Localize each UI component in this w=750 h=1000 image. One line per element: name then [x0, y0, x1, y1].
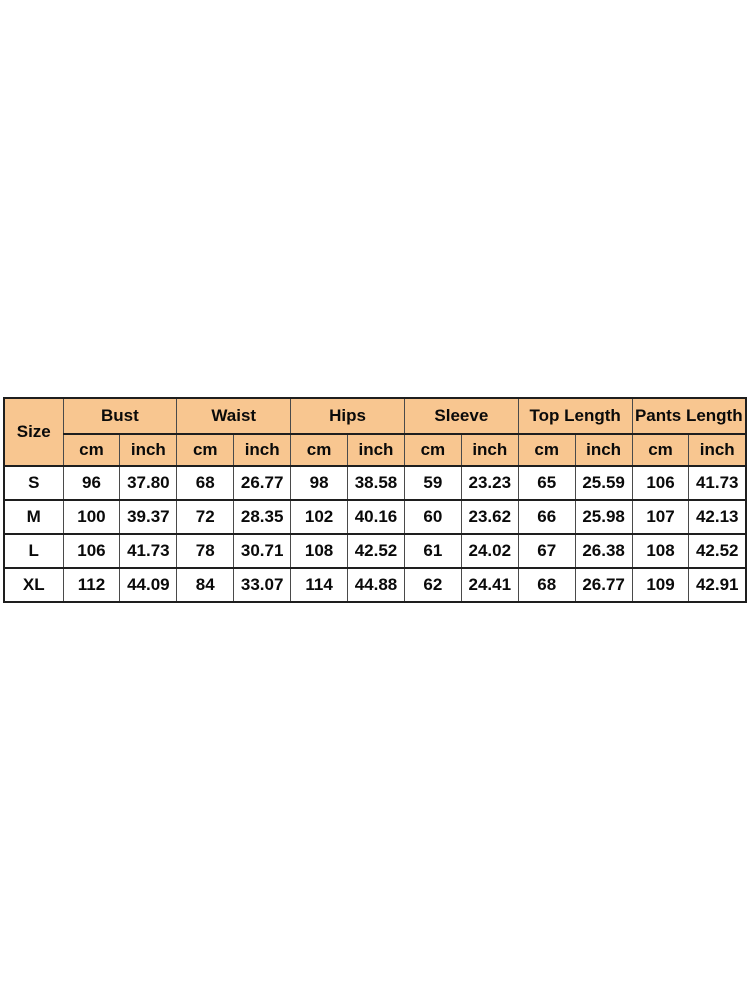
- header-unit-row: cm inch cm inch cm inch cm inch cm inch …: [4, 433, 747, 467]
- size-cell: L: [3, 533, 64, 569]
- value-cell: 106: [631, 465, 690, 501]
- pants-length-inch-header: inch: [688, 433, 747, 467]
- value-cell: 23.23: [460, 465, 519, 501]
- waist-cm-header: cm: [176, 433, 235, 467]
- size-chart-table: Size Bust Waist Hips Sleeve Top Length P…: [3, 397, 747, 603]
- value-cell: 41.73: [119, 533, 178, 569]
- hips-inch-header: inch: [347, 433, 405, 467]
- table-row-s: S 96 37.80 68 26.77 98 38.58 59 23.23 65…: [3, 465, 747, 501]
- header-group-row: Size Bust Waist Hips Sleeve Top Length P…: [3, 397, 747, 467]
- value-cell: 62: [403, 567, 462, 603]
- value-cell: 39.37: [119, 499, 178, 535]
- value-cell: 78: [176, 533, 235, 569]
- size-cell: S: [3, 465, 64, 501]
- value-cell: 109: [631, 567, 690, 603]
- value-cell: 25.98: [574, 499, 633, 535]
- value-cell: 40.16: [347, 499, 405, 535]
- value-cell: 26.77: [574, 567, 633, 603]
- value-cell: 65: [517, 465, 576, 501]
- top-length-group-header: Top Length: [517, 397, 633, 435]
- value-cell: 59: [403, 465, 462, 501]
- value-cell: 102: [290, 499, 349, 535]
- value-cell: 37.80: [119, 465, 178, 501]
- value-cell: 114: [290, 567, 349, 603]
- sleeve-cm-header: cm: [403, 433, 462, 467]
- value-cell: 112: [62, 567, 121, 603]
- table-row-xl: XL 112 44.09 84 33.07 114 44.88 62 24.41…: [3, 567, 747, 603]
- value-cell: 38.58: [347, 465, 405, 501]
- value-cell: 41.73: [688, 465, 747, 501]
- value-cell: 44.88: [347, 567, 405, 603]
- value-cell: 108: [290, 533, 349, 569]
- value-cell: 98: [290, 465, 349, 501]
- size-cell: M: [3, 499, 64, 535]
- table-row-l: L 106 41.73 78 30.71 108 42.52 61 24.02 …: [3, 533, 747, 569]
- value-cell: 23.62: [460, 499, 519, 535]
- value-cell: 24.41: [460, 567, 519, 603]
- value-cell: 28.35: [233, 499, 292, 535]
- value-cell: 30.71: [233, 533, 292, 569]
- top-length-inch-header: inch: [574, 433, 633, 467]
- value-cell: 107: [631, 499, 690, 535]
- hips-cm-header: cm: [290, 433, 349, 467]
- value-cell: 100: [62, 499, 121, 535]
- value-cell: 42.52: [688, 533, 747, 569]
- value-cell: 33.07: [233, 567, 292, 603]
- sleeve-group-header: Sleeve: [403, 397, 519, 435]
- value-cell: 68: [517, 567, 576, 603]
- table-row-m: M 100 39.37 72 28.35 102 40.16 60 23.62 …: [3, 499, 747, 535]
- pants-length-group-header: Pants Length: [631, 397, 747, 435]
- value-cell: 42.52: [347, 533, 405, 569]
- value-cell: 72: [176, 499, 235, 535]
- bust-cm-header: cm: [62, 433, 121, 467]
- value-cell: 60: [403, 499, 462, 535]
- bust-group-header: Bust: [62, 397, 178, 435]
- hips-group-header: Hips: [290, 397, 405, 435]
- size-cell: XL: [3, 567, 64, 603]
- value-cell: 44.09: [119, 567, 178, 603]
- value-cell: 66: [517, 499, 576, 535]
- value-cell: 106: [62, 533, 121, 569]
- waist-inch-header: inch: [233, 433, 292, 467]
- value-cell: 26.38: [574, 533, 633, 569]
- top-length-cm-header: cm: [517, 433, 576, 467]
- size-chart: Size Bust Waist Hips Sleeve Top Length P…: [3, 397, 747, 603]
- value-cell: 25.59: [574, 465, 633, 501]
- size-column-header: Size: [3, 397, 64, 467]
- waist-group-header: Waist: [176, 397, 292, 435]
- value-cell: 96: [62, 465, 121, 501]
- value-cell: 24.02: [460, 533, 519, 569]
- value-cell: 68: [176, 465, 235, 501]
- value-cell: 61: [403, 533, 462, 569]
- value-cell: 67: [517, 533, 576, 569]
- pants-length-cm-header: cm: [631, 433, 690, 467]
- value-cell: 84: [176, 567, 235, 603]
- value-cell: 42.91: [688, 567, 747, 603]
- value-cell: 108: [631, 533, 690, 569]
- value-cell: 26.77: [233, 465, 292, 501]
- sleeve-inch-header: inch: [460, 433, 519, 467]
- bust-inch-header: inch: [119, 433, 178, 467]
- value-cell: 42.13: [688, 499, 747, 535]
